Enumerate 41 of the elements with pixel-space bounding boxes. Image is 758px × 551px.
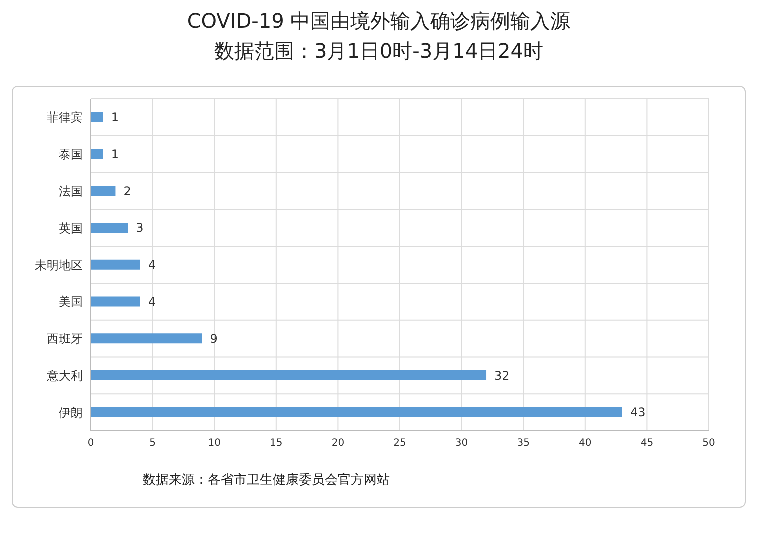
- y-tick-label: 美国: [59, 295, 83, 310]
- data-label: 1: [111, 110, 119, 125]
- data-label: 9: [210, 332, 218, 346]
- data-label: 4: [148, 258, 156, 272]
- x-tick-label: 0: [88, 438, 94, 450]
- bar: [91, 149, 104, 160]
- x-tick-label: 45: [640, 438, 654, 450]
- bar: [91, 407, 622, 418]
- x-tick-label: 10: [208, 438, 221, 450]
- data-label: 2: [124, 184, 132, 198]
- y-tick-label: 西班牙: [47, 332, 83, 346]
- bar: [91, 260, 140, 270]
- data-label: 32: [494, 368, 510, 383]
- bar: [91, 296, 140, 307]
- x-tick-label: 25: [394, 438, 406, 450]
- y-tick-label: 未明地区: [35, 258, 83, 272]
- y-tick-label: 伊朗: [59, 406, 83, 420]
- y-tick-label: 法国: [59, 184, 83, 198]
- x-tick-label: 30: [455, 438, 468, 450]
- bar: [91, 222, 128, 233]
- y-tick-label: 泰国: [59, 148, 83, 162]
- bar: [91, 334, 202, 344]
- chart-subtitle: 数据范围：3月1日0时-3月14日24时: [213, 38, 544, 65]
- y-tick-label: 意大利: [46, 368, 83, 383]
- source-note: 数据来源：各省市卫生健康委员会官方网站: [143, 473, 390, 488]
- x-tick-label: 5: [150, 438, 156, 450]
- x-tick-label: 50: [702, 438, 716, 450]
- data-label: 4: [148, 294, 156, 309]
- data-label: 1: [111, 147, 119, 162]
- x-tick-label: 35: [517, 438, 530, 450]
- x-tick-label: 20: [332, 438, 345, 450]
- y-tick-label: 英国: [59, 221, 83, 236]
- y-tick-label: 菲律宾: [47, 110, 83, 125]
- bar: [91, 112, 104, 122]
- x-tick-label: 15: [270, 438, 283, 450]
- chart-title: COVID-19 中国由境外输入确诊病例输入源: [186, 8, 572, 35]
- bar: [91, 186, 116, 196]
- bar: [91, 370, 487, 380]
- data-label: 3: [136, 221, 144, 236]
- data-label: 43: [630, 406, 646, 420]
- x-tick-label: 40: [579, 438, 592, 450]
